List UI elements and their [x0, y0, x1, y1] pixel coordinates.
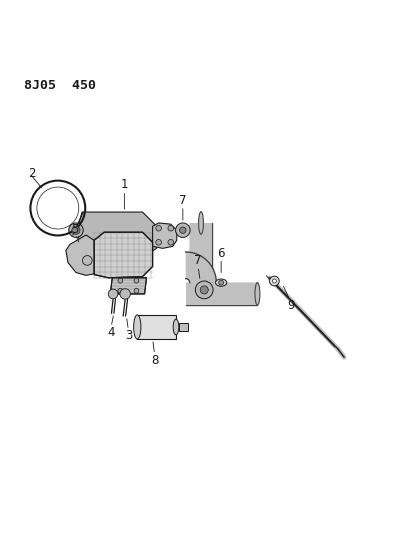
Text: 8J05  450: 8J05 450 [23, 79, 95, 92]
Circle shape [218, 280, 223, 285]
Circle shape [68, 223, 83, 238]
Circle shape [195, 281, 213, 299]
Circle shape [179, 227, 185, 233]
Text: 8: 8 [151, 353, 158, 367]
Circle shape [269, 276, 279, 286]
Ellipse shape [215, 279, 226, 286]
Circle shape [168, 239, 173, 245]
Circle shape [119, 289, 130, 299]
Polygon shape [66, 235, 94, 276]
Text: 7: 7 [194, 254, 201, 268]
Polygon shape [152, 223, 176, 248]
Polygon shape [178, 323, 188, 331]
Polygon shape [185, 282, 257, 305]
Ellipse shape [254, 282, 259, 305]
Text: 5: 5 [70, 222, 78, 236]
Circle shape [156, 225, 161, 231]
Polygon shape [137, 315, 175, 339]
Circle shape [72, 226, 80, 234]
Circle shape [175, 223, 190, 238]
Circle shape [82, 256, 92, 265]
Text: 2: 2 [28, 167, 35, 180]
Circle shape [200, 286, 208, 294]
Circle shape [168, 225, 173, 231]
Ellipse shape [173, 319, 178, 335]
Circle shape [117, 288, 122, 293]
Circle shape [108, 289, 117, 299]
Polygon shape [189, 223, 212, 282]
Ellipse shape [133, 315, 141, 339]
Polygon shape [76, 212, 156, 259]
Polygon shape [94, 232, 152, 278]
Ellipse shape [198, 212, 203, 234]
Circle shape [134, 278, 139, 283]
Circle shape [272, 279, 276, 283]
Text: 3: 3 [125, 329, 132, 342]
Text: 7: 7 [179, 194, 186, 207]
Text: 1: 1 [120, 178, 128, 191]
Text: 4: 4 [107, 326, 114, 339]
Circle shape [156, 239, 161, 245]
Polygon shape [110, 278, 146, 294]
Text: 9: 9 [286, 298, 294, 312]
Circle shape [134, 288, 139, 293]
Text: 6: 6 [217, 247, 224, 260]
Polygon shape [185, 252, 216, 282]
Circle shape [117, 278, 122, 283]
